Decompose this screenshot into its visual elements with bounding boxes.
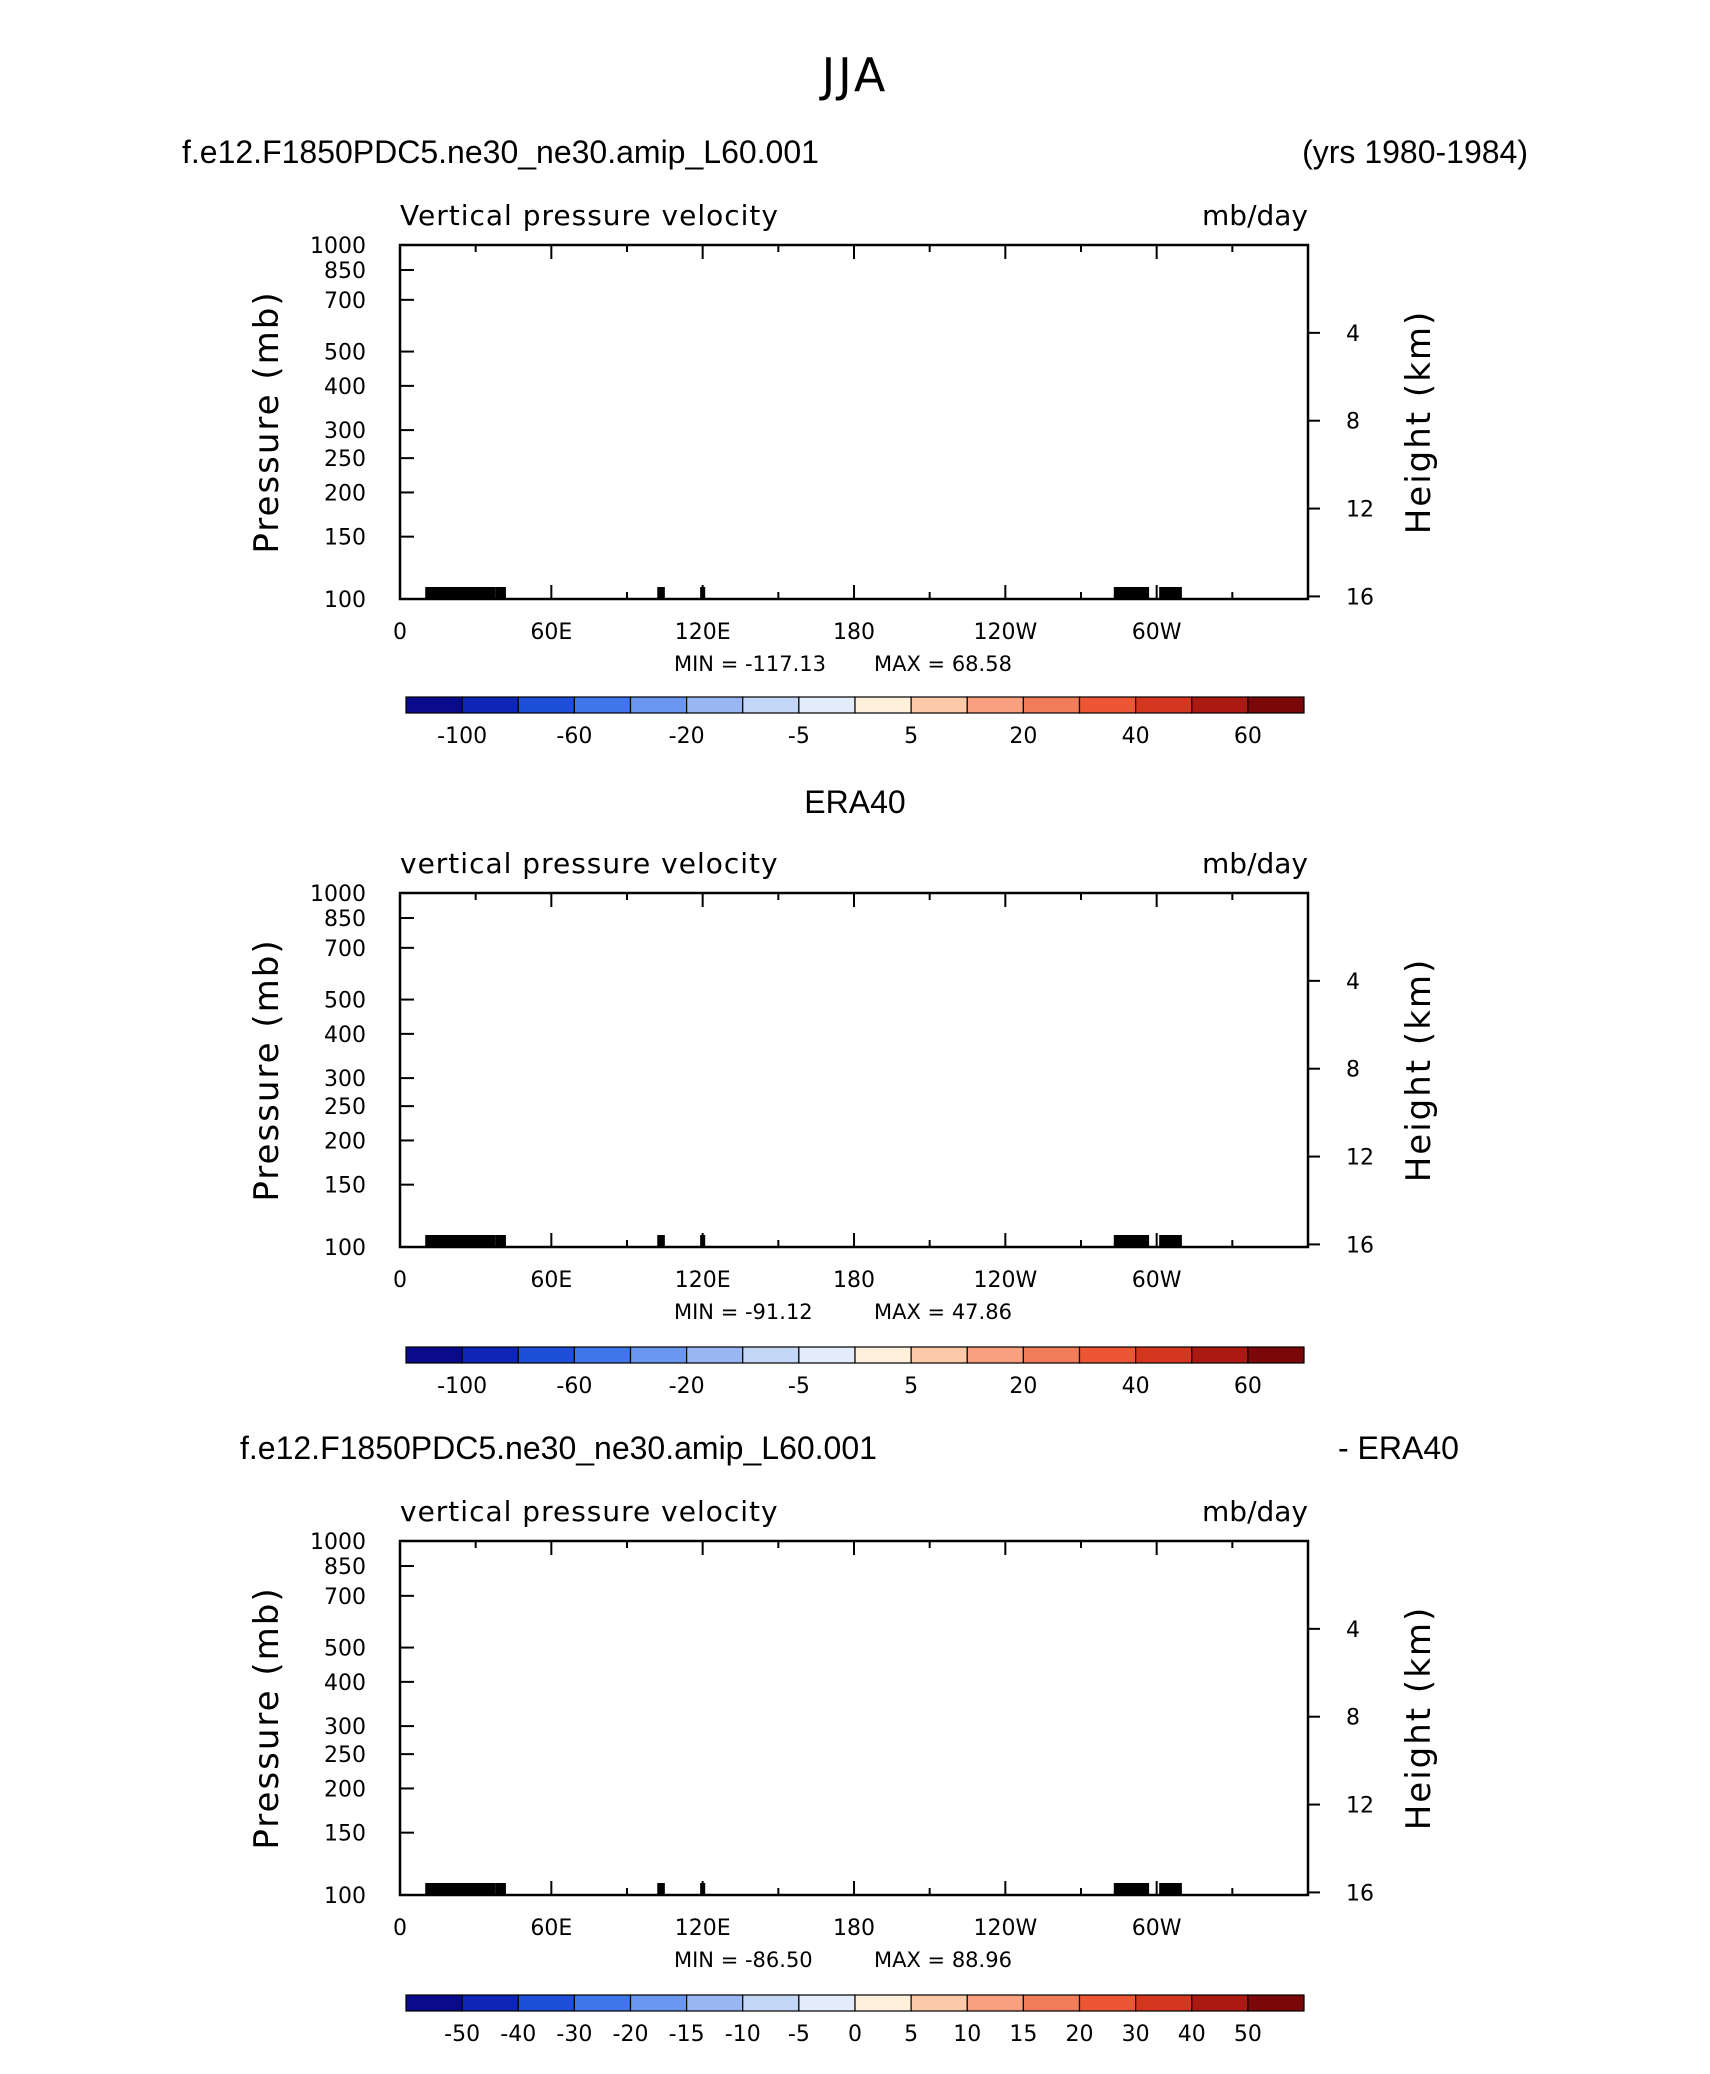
diff-case-name: f.e12.F1850PDC5.ne30_ne30.amip_L60.001 xyxy=(240,1432,877,1464)
figure-title: JJA xyxy=(0,52,1710,98)
obs-title: ERA40 xyxy=(0,786,1710,818)
case-name: f.e12.F1850PDC5.ne30_ne30.amip_L60.001 xyxy=(182,136,819,168)
panel-title-left: Vertical pressure velocity xyxy=(400,199,779,232)
diff-suffix: - ERA40 xyxy=(1338,1432,1459,1464)
panel-title-units: mb/day xyxy=(1202,199,1308,232)
years-label: (yrs 1980-1984) xyxy=(1302,136,1528,168)
